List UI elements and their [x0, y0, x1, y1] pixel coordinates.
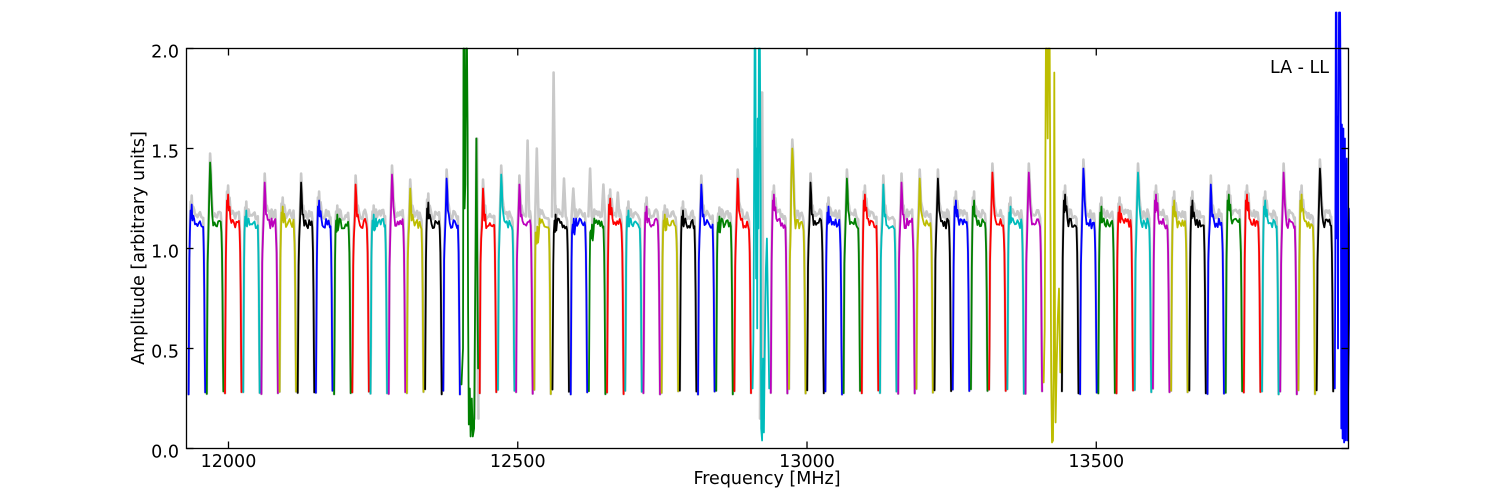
- trace-window-6-black: [296, 181, 316, 394]
- trace-window-42-blue: [951, 199, 971, 392]
- trace-window-49-blue: [1079, 167, 1098, 395]
- axes-layer: 12000 12500 13000 13500 0.0 0.5 1.0 1.5 2.0: [151, 43, 1350, 472]
- trace-window-57-green: [1224, 193, 1244, 394]
- trace-window-34-black: [806, 181, 825, 395]
- trace-window-39-magenta: [897, 181, 916, 395]
- trace-window-1-green: [205, 161, 225, 395]
- trace-window-61-yellow: [1297, 193, 1316, 395]
- trace-window-59-cyan: [1261, 199, 1280, 396]
- trace-window-60-magenta: [1279, 171, 1298, 396]
- trace-window-47-yellow: [1042, 47, 1062, 444]
- y-tick-label: 0.0: [151, 443, 179, 463]
- trace-window-44-red: [988, 171, 1007, 392]
- trace-window-36-green: [842, 177, 861, 394]
- gray-trace-window-22: [587, 167, 607, 396]
- trace-window-9-red: [351, 183, 370, 394]
- trace-window-56-blue: [1206, 183, 1225, 395]
- trace-window-30-red: [733, 177, 752, 394]
- trace-window-41-black: [933, 177, 952, 392]
- trace-window-0-blue: [187, 203, 207, 396]
- trace-window-40-yellow: [915, 177, 934, 394]
- trace-window-46-magenta: [1024, 171, 1043, 395]
- x-tick-label: 12500: [490, 452, 546, 472]
- trace-window-48-black: [1061, 193, 1080, 395]
- trace-window-20-black: [551, 213, 570, 393]
- trace-window-22-green: [588, 217, 607, 395]
- trace-window-63-blue: [1333, 11, 1350, 444]
- trace-window-26-yellow: [660, 213, 680, 394]
- trace-window-62-black: [1315, 167, 1335, 393]
- trace-window-35-blue: [824, 205, 843, 396]
- trace-window-52-cyan: [1133, 171, 1153, 393]
- y-tick-label: 2.0: [151, 43, 179, 63]
- trace-window-54-yellow: [1170, 199, 1189, 393]
- trace-window-7-blue: [315, 199, 334, 394]
- trace-window-25-magenta: [642, 205, 661, 396]
- trace-window-13-black: [424, 201, 443, 396]
- trace-window-11-magenta: [387, 173, 407, 395]
- x-tick-label: 13000: [779, 452, 835, 472]
- trace-window-58-red: [1242, 193, 1262, 394]
- spectral-window-traces: [187, 11, 1350, 444]
- baseline-annotation: LA - LL: [1270, 58, 1329, 78]
- trace-window-31-cyan: [751, 47, 771, 442]
- trace-window-15-green: [460, 47, 479, 438]
- y-tick-label: 1.0: [151, 243, 179, 263]
- trace-window-23-red: [606, 197, 625, 395]
- trace-window-28-blue: [697, 183, 716, 396]
- trace-window-16-red: [478, 187, 498, 395]
- trace-window-45-cyan: [1006, 205, 1025, 395]
- trace-window-53-magenta: [1152, 193, 1171, 393]
- y-axis-label: Amplitude [arbitrary units]: [129, 131, 149, 365]
- trace-window-18-magenta: [515, 183, 534, 395]
- trace-window-14-blue: [442, 177, 461, 396]
- gray-trace-window-19: [533, 147, 553, 396]
- trace-window-8-green: [333, 213, 352, 396]
- trace-window-10-cyan: [369, 213, 388, 395]
- trace-window-19-yellow: [533, 217, 552, 395]
- y-tick-label: 1.5: [151, 143, 179, 163]
- trace-window-24-cyan: [624, 209, 643, 393]
- trace-window-27-black: [678, 209, 698, 393]
- trace-window-17-cyan: [497, 173, 516, 392]
- gray-trace-window-18: [514, 139, 534, 395]
- trace-window-29-green: [715, 215, 734, 396]
- x-axis-label: Frequency [MHz]: [693, 469, 840, 489]
- trace-window-38-cyan: [879, 183, 898, 394]
- trace-window-50-green: [1097, 205, 1116, 395]
- trace-window-2-red: [224, 193, 243, 395]
- trace-window-43-green: [970, 199, 989, 392]
- trace-window-37-red: [860, 193, 880, 395]
- trace-window-55-black: [1188, 199, 1207, 395]
- trace-window-3-cyan: [242, 209, 261, 394]
- trace-window-32-magenta: [769, 193, 789, 395]
- trace-window-51-red: [1115, 205, 1134, 395]
- x-tick-label: 12000: [201, 452, 257, 472]
- trace-window-21-blue: [569, 217, 589, 396]
- x-tick-label: 13500: [1068, 452, 1124, 472]
- y-tick-label: 0.5: [151, 343, 179, 363]
- trace-window-12-yellow: [406, 187, 425, 394]
- trace-window-4-magenta: [260, 181, 279, 395]
- trace-window-33-yellow: [788, 147, 807, 395]
- trace-window-5-yellow: [278, 205, 297, 393]
